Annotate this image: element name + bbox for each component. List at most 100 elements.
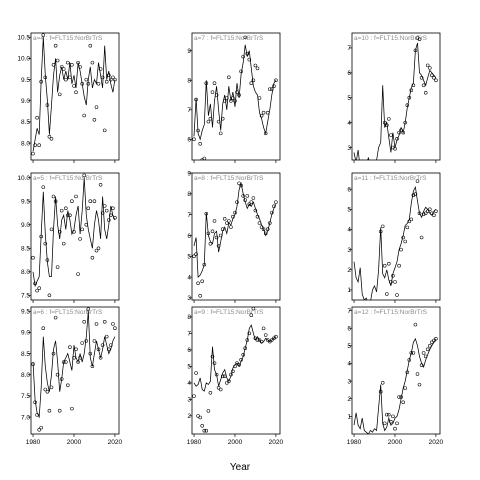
observation-point (378, 389, 383, 394)
observation-point (53, 43, 58, 48)
observation-point (84, 77, 89, 82)
observation-point (399, 128, 403, 132)
observation-point (265, 227, 270, 231)
observation-point (96, 246, 101, 251)
observation-point (96, 347, 101, 352)
observation-point (395, 137, 399, 141)
observation-point (208, 242, 213, 246)
observation-point (57, 92, 62, 97)
observation-point (423, 354, 428, 359)
observation-point (113, 326, 117, 330)
y-tick-label: 3 (187, 295, 191, 302)
observation-point (222, 217, 227, 221)
observation-point (233, 99, 237, 103)
observation-point (430, 340, 434, 345)
observation-point (403, 386, 407, 390)
y-tick-label: 5 (347, 207, 351, 214)
y-tick-label: 8 (187, 78, 191, 85)
observation-point (428, 207, 432, 212)
observation-point (243, 35, 247, 40)
observation-point (272, 204, 276, 209)
panel-plot-area (31, 33, 117, 156)
observation-point (68, 345, 72, 349)
observation-point (49, 137, 54, 141)
chart-panel: a=4 : f=FLT15:NorBrTrS 8.0 8.5 9.0 9.5 10.0 10… (17, 32, 120, 163)
observation-point (109, 343, 113, 347)
panel-frame (30, 306, 120, 435)
observation-point (104, 79, 109, 84)
observation-point (389, 419, 393, 424)
panel-strip-label: a=11 : f=FLT15:NorBrTrS (354, 175, 427, 182)
observation-point (227, 219, 231, 223)
observation-point (109, 77, 113, 82)
y-tick-label: 4 (187, 274, 191, 281)
observation-point (255, 338, 260, 342)
observation-point (253, 63, 258, 68)
observation-point (39, 79, 43, 84)
observation-point (33, 143, 37, 147)
observation-point (86, 206, 91, 211)
observation-point (59, 208, 64, 213)
panel-plot-area (353, 36, 438, 160)
panel-frame (351, 306, 441, 435)
observation-point (90, 60, 95, 65)
y-tick-label: 10.5 (17, 35, 30, 42)
observation-point (102, 320, 107, 324)
observation-point (401, 400, 405, 405)
observation-point (88, 43, 93, 48)
observation-point (391, 414, 395, 419)
observation-point (192, 254, 196, 259)
observation-point (417, 211, 422, 216)
observation-point (45, 103, 50, 107)
observation-point (41, 326, 46, 330)
observation-point (39, 234, 43, 239)
observation-point (239, 183, 243, 188)
observation-point (57, 408, 62, 413)
observation-point (417, 382, 422, 387)
observation-point (274, 200, 278, 204)
observation-point (113, 77, 117, 82)
observation-point (206, 409, 211, 413)
observation-point (55, 58, 60, 63)
y-tick-label: 6 (347, 325, 351, 332)
observation-point (403, 239, 407, 244)
observation-point (35, 413, 39, 417)
y-tick-label: 4 (347, 227, 351, 234)
y-tick-label: 8.5 (21, 351, 30, 358)
y-tick-label: 6 (347, 70, 351, 77)
observation-point (428, 66, 432, 70)
observation-point (33, 281, 37, 286)
observation-point (196, 128, 200, 133)
observation-point (270, 338, 274, 342)
observation-point (37, 286, 41, 290)
observation-point (47, 134, 52, 139)
observation-point (233, 210, 237, 215)
observation-point (208, 116, 213, 121)
observation-point (229, 99, 233, 103)
observation-point (37, 428, 41, 432)
panel-strip-label: a=5 : f=FLT15:NorBrTrS (33, 175, 103, 182)
y-tick-label: 7 (187, 331, 191, 338)
observation-point (96, 82, 101, 86)
observation-point (94, 248, 99, 253)
observation-point (428, 344, 432, 348)
observation-point (84, 339, 89, 343)
observation-point (194, 252, 198, 256)
observation-point (66, 60, 70, 65)
observation-point (399, 247, 403, 252)
chart-panel: a=7 : f=FLT15:NorBrTrS 6 7 8 9 (187, 32, 281, 163)
observation-point (411, 193, 416, 197)
observation-point (31, 151, 35, 156)
y-tick-label: 2 (347, 267, 351, 274)
fitted-series-line (353, 337, 437, 434)
observation-point (397, 395, 401, 399)
observation-point (102, 204, 107, 208)
observation-point (247, 57, 252, 62)
observation-point (37, 143, 41, 147)
observation-point (104, 334, 109, 339)
observation-point (194, 371, 198, 375)
observation-point (70, 199, 74, 203)
observation-point (231, 369, 235, 374)
observation-point (90, 364, 95, 369)
